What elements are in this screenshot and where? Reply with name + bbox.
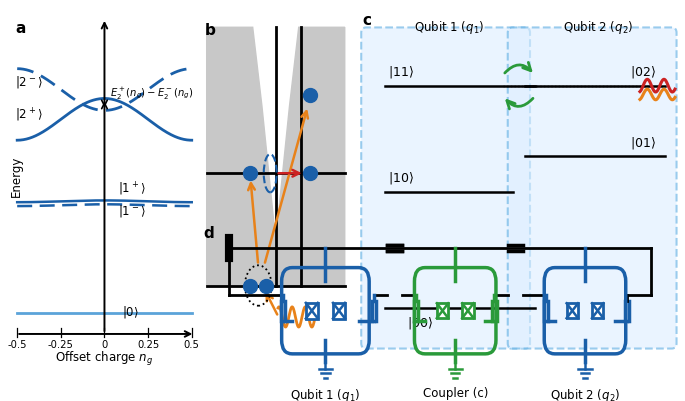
Text: $|2^+\rangle$: $|2^+\rangle$ bbox=[16, 106, 43, 124]
Text: -0.5: -0.5 bbox=[8, 340, 27, 350]
Bar bbox=[437, 303, 448, 318]
Text: Qubit 2 ($q_2$): Qubit 2 ($q_2$) bbox=[550, 387, 620, 401]
Text: $|00\rangle$: $|00\rangle$ bbox=[408, 315, 434, 331]
Text: $|1^+\rangle$: $|1^+\rangle$ bbox=[119, 181, 146, 198]
Text: $|1^-\rangle$: $|1^-\rangle$ bbox=[119, 203, 146, 219]
Text: 0: 0 bbox=[101, 340, 108, 350]
Bar bbox=[566, 303, 578, 318]
Text: 0.5: 0.5 bbox=[184, 340, 199, 350]
Text: a: a bbox=[16, 21, 26, 36]
Bar bbox=[333, 303, 345, 318]
Text: b: b bbox=[204, 23, 215, 38]
Bar bbox=[592, 303, 603, 318]
Text: $|01\rangle$: $|01\rangle$ bbox=[630, 135, 656, 151]
Polygon shape bbox=[207, 27, 275, 286]
Text: 0.25: 0.25 bbox=[137, 340, 159, 350]
Text: Energy: Energy bbox=[10, 155, 23, 196]
Text: $|02\rangle$: $|02\rangle$ bbox=[630, 64, 656, 80]
Text: d: d bbox=[203, 227, 214, 241]
Bar bbox=[306, 303, 318, 318]
Text: Coupler (c): Coupler (c) bbox=[423, 387, 488, 400]
Text: $|2^-\rangle$: $|2^-\rangle$ bbox=[16, 74, 43, 90]
Text: Qubit 2 ($q_2$): Qubit 2 ($q_2$) bbox=[564, 18, 634, 36]
Text: $|10\rangle$: $|10\rangle$ bbox=[388, 170, 414, 186]
Text: $|11\rangle$: $|11\rangle$ bbox=[388, 64, 414, 80]
FancyBboxPatch shape bbox=[508, 27, 677, 348]
Text: $E_2^+(n_g) - E_2^-(n_g)$: $E_2^+(n_g) - E_2^-(n_g)$ bbox=[110, 85, 193, 101]
Text: c: c bbox=[363, 13, 372, 28]
Text: Qubit 1 ($q_1$): Qubit 1 ($q_1$) bbox=[290, 387, 360, 401]
Text: Qubit 1 ($q_1$): Qubit 1 ($q_1$) bbox=[414, 18, 484, 36]
Bar bbox=[462, 303, 473, 318]
FancyBboxPatch shape bbox=[361, 27, 530, 348]
Text: Offset charge $n_g$: Offset charge $n_g$ bbox=[55, 350, 153, 369]
Text: $|0\rangle$: $|0\rangle$ bbox=[122, 304, 139, 320]
Polygon shape bbox=[275, 27, 345, 286]
Text: -0.25: -0.25 bbox=[48, 340, 74, 350]
